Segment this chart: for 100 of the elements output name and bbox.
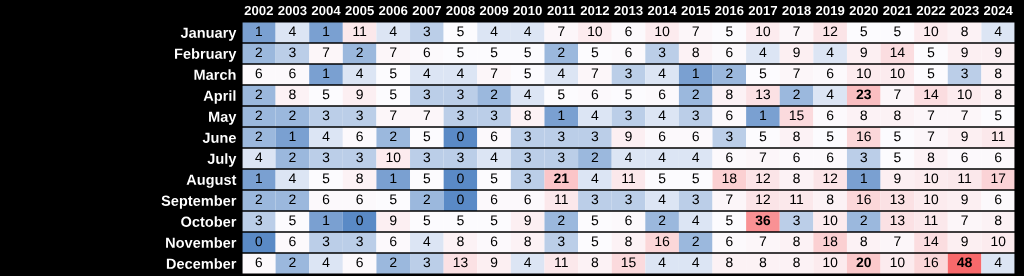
data-label: 7 xyxy=(558,26,565,37)
data-label: 1 xyxy=(860,173,867,184)
data-label: 2 xyxy=(289,194,296,205)
data-label: 3 xyxy=(356,110,363,121)
data-label: 8 xyxy=(759,257,767,268)
data-label: 6 xyxy=(726,47,733,58)
x-tick-label: 2008 xyxy=(446,5,475,16)
data-label: 9 xyxy=(961,236,968,247)
data-label: 36 xyxy=(755,215,771,226)
data-label: 6 xyxy=(591,89,599,100)
y-tick-label: July xyxy=(207,153,237,167)
x-tick-label: 2013 xyxy=(614,5,643,16)
data-label: 10 xyxy=(823,257,838,268)
data-label: 5 xyxy=(389,194,397,205)
data-label: 10 xyxy=(857,68,871,79)
data-label: 9 xyxy=(793,47,800,58)
data-label: 8 xyxy=(860,110,868,121)
data-label: 4 xyxy=(826,89,834,100)
data-label: 3 xyxy=(423,257,431,268)
data-label: 8 xyxy=(457,236,464,247)
data-label: 3 xyxy=(423,89,431,100)
data-label: 8 xyxy=(826,194,834,205)
data-label: 3 xyxy=(457,89,464,100)
data-label: 9 xyxy=(860,47,867,58)
data-label: 16 xyxy=(655,236,670,247)
data-label: 3 xyxy=(322,152,330,163)
data-label: 4 xyxy=(524,89,532,100)
data-label: 4 xyxy=(624,152,632,163)
data-label: 6 xyxy=(658,131,666,142)
data-label: 3 xyxy=(322,110,330,121)
data-label: 2 xyxy=(390,131,397,142)
data-label: 9 xyxy=(524,215,531,226)
data-label: 6 xyxy=(255,257,263,268)
data-label: 2 xyxy=(255,89,262,100)
data-label: 3 xyxy=(692,194,699,205)
data-label: 7 xyxy=(927,131,935,142)
data-label: 5 xyxy=(490,215,498,226)
data-label: 8 xyxy=(793,173,800,184)
data-label: 6 xyxy=(995,194,1002,205)
data-label: 6 xyxy=(961,152,968,163)
data-label: 8 xyxy=(994,89,1002,100)
data-label: 10 xyxy=(655,26,670,37)
data-label: 6 xyxy=(322,194,330,205)
data-label: 4 xyxy=(658,257,666,268)
data-label: 14 xyxy=(924,89,939,100)
x-tick-label: 2005 xyxy=(345,5,374,16)
x-tick-label: 2010 xyxy=(513,5,542,16)
data-label: 3 xyxy=(625,68,632,79)
data-label: 5 xyxy=(289,215,296,226)
data-label: 5 xyxy=(692,173,699,184)
data-label: 5 xyxy=(457,215,464,226)
data-label: 4 xyxy=(356,68,364,79)
data-label: 2 xyxy=(860,215,867,226)
data-label: 21 xyxy=(554,173,569,184)
data-label: 10 xyxy=(588,26,603,37)
data-label: 3 xyxy=(322,236,330,247)
data-label: 6 xyxy=(726,152,733,163)
x-tick-label: 2017 xyxy=(748,5,778,16)
data-label: 6 xyxy=(490,194,498,205)
data-label: 20 xyxy=(856,257,871,268)
x-tick-label: 2012 xyxy=(580,5,610,16)
data-label: 1 xyxy=(323,68,330,79)
x-tick-label: 2021 xyxy=(883,5,912,16)
data-label: 5 xyxy=(322,89,330,100)
x-tick-label: 2004 xyxy=(311,5,341,16)
data-label: 1 xyxy=(390,173,397,184)
data-label: 6 xyxy=(490,131,498,142)
data-label: 1 xyxy=(256,26,262,37)
data-label: 13 xyxy=(453,257,468,268)
data-label: 3 xyxy=(356,152,363,163)
data-label: 4 xyxy=(759,47,767,58)
data-label: 2 xyxy=(692,89,699,100)
data-label: 8 xyxy=(894,110,901,121)
data-label: 6 xyxy=(356,194,363,205)
data-label: 3 xyxy=(255,215,263,226)
data-label: 11 xyxy=(622,173,636,184)
data-label: 5 xyxy=(524,47,531,58)
data-label: 7 xyxy=(793,26,800,37)
data-label: 5 xyxy=(759,68,767,79)
data-label: 3 xyxy=(692,110,699,121)
data-label: 4 xyxy=(255,152,263,163)
data-label: 5 xyxy=(894,26,901,37)
data-label: 5 xyxy=(658,173,666,184)
data-label: 7 xyxy=(490,68,498,79)
data-label: 1 xyxy=(323,215,330,226)
data-label: 16 xyxy=(924,257,939,268)
data-label: 2 xyxy=(255,110,262,121)
data-label: 10 xyxy=(991,236,1006,247)
data-label: 4 xyxy=(524,257,532,268)
y-tick-label: September xyxy=(161,195,237,209)
data-label: 10 xyxy=(924,173,939,184)
y-tick-label: August xyxy=(186,174,237,188)
data-label: 8 xyxy=(793,131,800,142)
data-label: 2 xyxy=(558,47,565,58)
x-tick-label: 2020 xyxy=(849,5,878,16)
data-label: 4 xyxy=(658,194,666,205)
y-tick-label: February xyxy=(175,48,237,62)
data-label: 3 xyxy=(423,152,431,163)
data-label: 7 xyxy=(322,47,330,58)
data-label: 5 xyxy=(423,131,431,142)
